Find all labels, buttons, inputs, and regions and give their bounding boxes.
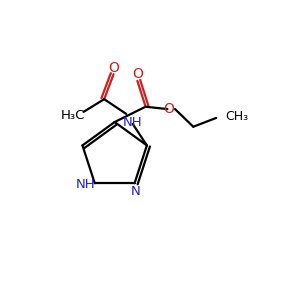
Text: N: N bbox=[131, 185, 141, 198]
Text: O: O bbox=[108, 61, 119, 75]
Text: NH: NH bbox=[123, 116, 143, 129]
Text: O: O bbox=[164, 102, 175, 116]
Text: CH₃: CH₃ bbox=[226, 110, 249, 123]
Text: NH: NH bbox=[76, 178, 96, 191]
Text: H₃C: H₃C bbox=[61, 109, 86, 122]
Text: O: O bbox=[132, 67, 143, 81]
